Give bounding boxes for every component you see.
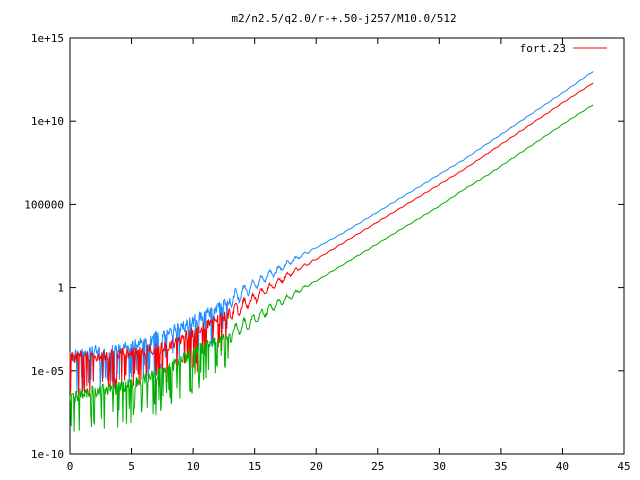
- y-tick-label: 1e-05: [31, 365, 64, 378]
- x-tick-label: 10: [186, 460, 199, 473]
- x-tick-label: 20: [310, 460, 323, 473]
- series-line-3: [69, 104, 594, 432]
- series-line-1: [69, 71, 594, 393]
- y-tick-label: 1e+10: [31, 115, 64, 128]
- x-tick-label: 15: [248, 460, 261, 473]
- x-tick-label: 45: [617, 460, 630, 473]
- x-tick-label: 5: [128, 460, 135, 473]
- legend: fort.23: [520, 42, 607, 55]
- x-tick-label: 40: [556, 460, 569, 473]
- series-layer: [69, 71, 594, 432]
- x-axis: 0 5 10 15 20 25 30 35 40 45: [67, 38, 631, 473]
- y-axis: 1e-10 1e-05 1 100000 1e+10 1e+15: [24, 32, 624, 461]
- y-tick-label: 1e+15: [31, 32, 64, 45]
- y-tick-label: 100000: [24, 198, 64, 211]
- y-tick-label: 1e-10: [31, 448, 64, 461]
- x-tick-label: 30: [433, 460, 446, 473]
- plot-frame: [69, 37, 625, 455]
- x-tick-label: 0: [67, 460, 74, 473]
- legend-label: fort.23: [520, 42, 566, 55]
- chart-title: m2/n2.5/q2.0/r-+.50-j257/M10.0/512: [231, 12, 456, 25]
- series-line-2: [69, 82, 594, 396]
- x-tick-label: 25: [371, 460, 384, 473]
- y-tick-label: 1: [57, 282, 64, 295]
- x-tick-label: 35: [494, 460, 507, 473]
